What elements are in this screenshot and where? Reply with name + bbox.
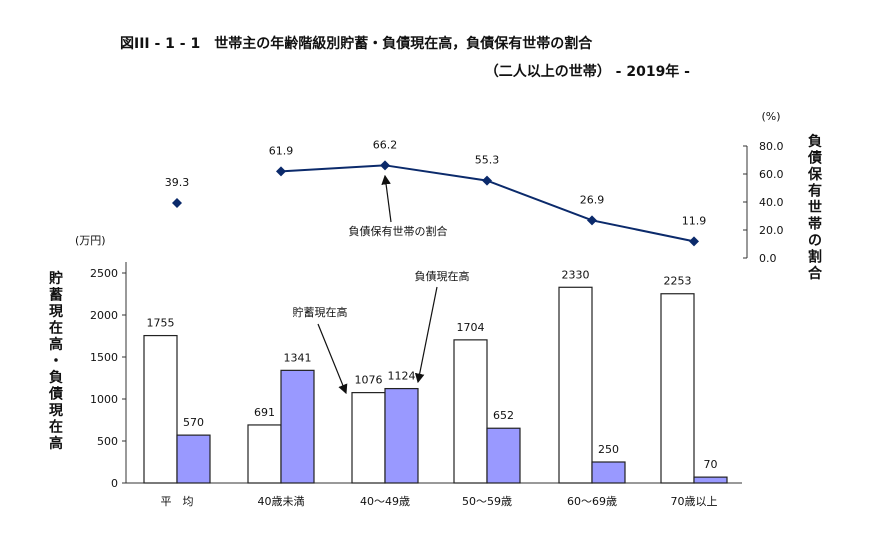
- debt-ratio-label: 39.3: [165, 176, 190, 189]
- left-tick-label: 500: [97, 435, 118, 448]
- category-label: 平 均: [161, 495, 194, 508]
- debt-ratio-point: [587, 215, 597, 226]
- annotation-debt-ratio-arrow: [381, 174, 392, 223]
- bar-debt-label: 1124: [388, 370, 416, 383]
- debt-ratio-point: [172, 197, 182, 208]
- debt-ratio-label: 66.2: [373, 138, 398, 151]
- debt-ratio-label: 55.3: [475, 154, 500, 167]
- left-axis-label-char: 負: [49, 369, 63, 386]
- bar-savings: [351, 392, 386, 484]
- right-axis-label-char: の: [808, 233, 822, 249]
- bar-savings-label: 2330: [562, 268, 590, 281]
- bar-debt: [384, 387, 419, 484]
- left-tick-label: 2000: [90, 309, 118, 322]
- bar-debt: [280, 369, 315, 484]
- bar-savings-label: 1704: [457, 321, 485, 334]
- debt-ratio-point: [380, 160, 390, 171]
- left-axis-label-char: 現: [49, 304, 63, 320]
- annotation-debt-arrow: [414, 286, 438, 384]
- bars: 1755 570 691 1341 1076 1124 1704 652 2330 250 2253…: [143, 268, 728, 484]
- chart-subtitle: （二人以上の世帯） - 2019年 -: [485, 63, 690, 80]
- right-axis-label-char: 保: [807, 166, 823, 183]
- debt-ratio-point: [482, 175, 492, 186]
- category-label: 40～49歳: [360, 495, 410, 508]
- debt-ratio-point: [276, 166, 286, 177]
- annotation-debt: 負債現在高: [415, 269, 470, 283]
- left-axis-unit: (万円): [75, 234, 106, 247]
- left-axis-label-char: 在: [49, 320, 63, 337]
- debt-ratio-label: 61.9: [269, 144, 294, 157]
- bar-savings-label: 691: [254, 406, 275, 419]
- left-axis-label-char: 高: [49, 435, 63, 452]
- left-axis-label-char: 在: [49, 419, 63, 436]
- annotation-debt-ratio: 負債保有世帯の割合: [349, 224, 448, 238]
- right-tick-label: 0.0: [759, 252, 777, 265]
- right-tick-label: 40.0: [759, 196, 784, 209]
- right-axis-label-char: 負: [808, 133, 822, 150]
- right-tick-label: 60.0: [759, 168, 784, 181]
- bar-savings-label: 1076: [355, 374, 383, 387]
- left-axis-label-char: 債: [48, 386, 63, 403]
- bar-debt: [486, 427, 521, 484]
- left-tick-label: 1500: [90, 351, 118, 364]
- bar-savings: [247, 424, 282, 484]
- bar-savings: [558, 286, 593, 484]
- right-tick-label: 80.0: [759, 140, 784, 153]
- bar-debt: [591, 461, 626, 484]
- annotation-savings: 貯蓄現在高: [293, 305, 348, 319]
- right-axis-label: 負債保有世帯の割合: [807, 133, 823, 282]
- left-axis-label-char: 現: [49, 403, 63, 419]
- bar-debt-label: 652: [493, 409, 514, 422]
- category-label: 70歳以上: [671, 495, 718, 508]
- bar-debt-label: 570: [183, 416, 204, 429]
- right-axis-label-char: 帯: [808, 216, 822, 233]
- bar-savings-label: 1755: [147, 317, 175, 330]
- debt-ratio-point: [689, 236, 699, 247]
- category-labels: 平 均 40歳未満 40～49歳 50～59歳 60～69歳 70歳以上: [161, 495, 718, 508]
- chart-title: 図III - 1 - 1 世帯主の年齢階級別貯蓄・負債現在高，負債保有世帯の割合: [120, 35, 593, 52]
- category-label: 50～59歳: [462, 495, 512, 508]
- axes: 0 500 1000 1500 2000 2500 0.0 20.0 40.0 60.0 80.0: [90, 140, 784, 490]
- bar-savings: [660, 293, 695, 484]
- annotation-savings-arrow: [317, 323, 348, 395]
- left-axis-label-char: ・: [49, 354, 63, 370]
- right-axis-unit: (%): [761, 110, 780, 123]
- bar-savings-label: 2253: [664, 275, 692, 288]
- category-label: 60～69歳: [567, 495, 617, 508]
- left-tick-label: 1000: [90, 393, 118, 406]
- left-axis-label: 貯蓄現在高・負債現在高: [48, 270, 63, 452]
- bar-savings: [453, 339, 488, 484]
- category-label: 40歳未満: [258, 495, 305, 508]
- right-axis-label-char: 世: [808, 199, 822, 216]
- right-axis-label-char: 有: [808, 183, 822, 200]
- bar-debt: [693, 476, 728, 484]
- bar-debt: [176, 434, 211, 484]
- debt-ratio-label: 11.9: [682, 214, 707, 227]
- left-axis-label-char: 蓄: [49, 287, 63, 304]
- debt-ratio-label: 26.9: [580, 193, 605, 206]
- right-axis-label-char: 債: [807, 150, 822, 167]
- left-tick-label: 2500: [90, 267, 118, 280]
- bar-savings: [143, 334, 178, 484]
- bar-debt-label: 1341: [284, 351, 312, 364]
- bar-debt-label: 70: [704, 458, 718, 471]
- right-axis-label-char: 割: [808, 249, 822, 266]
- left-tick-label: 0: [111, 477, 118, 490]
- right-tick-label: 20.0: [759, 224, 784, 237]
- right-axis-label-char: 合: [808, 265, 823, 282]
- left-axis-label-char: 高: [49, 336, 63, 353]
- bar-debt-label: 250: [598, 443, 619, 456]
- left-axis-label-char: 貯: [49, 270, 63, 287]
- line-series: 39.3 61.9 66.2 55.3 26.9 11.9: [165, 138, 707, 247]
